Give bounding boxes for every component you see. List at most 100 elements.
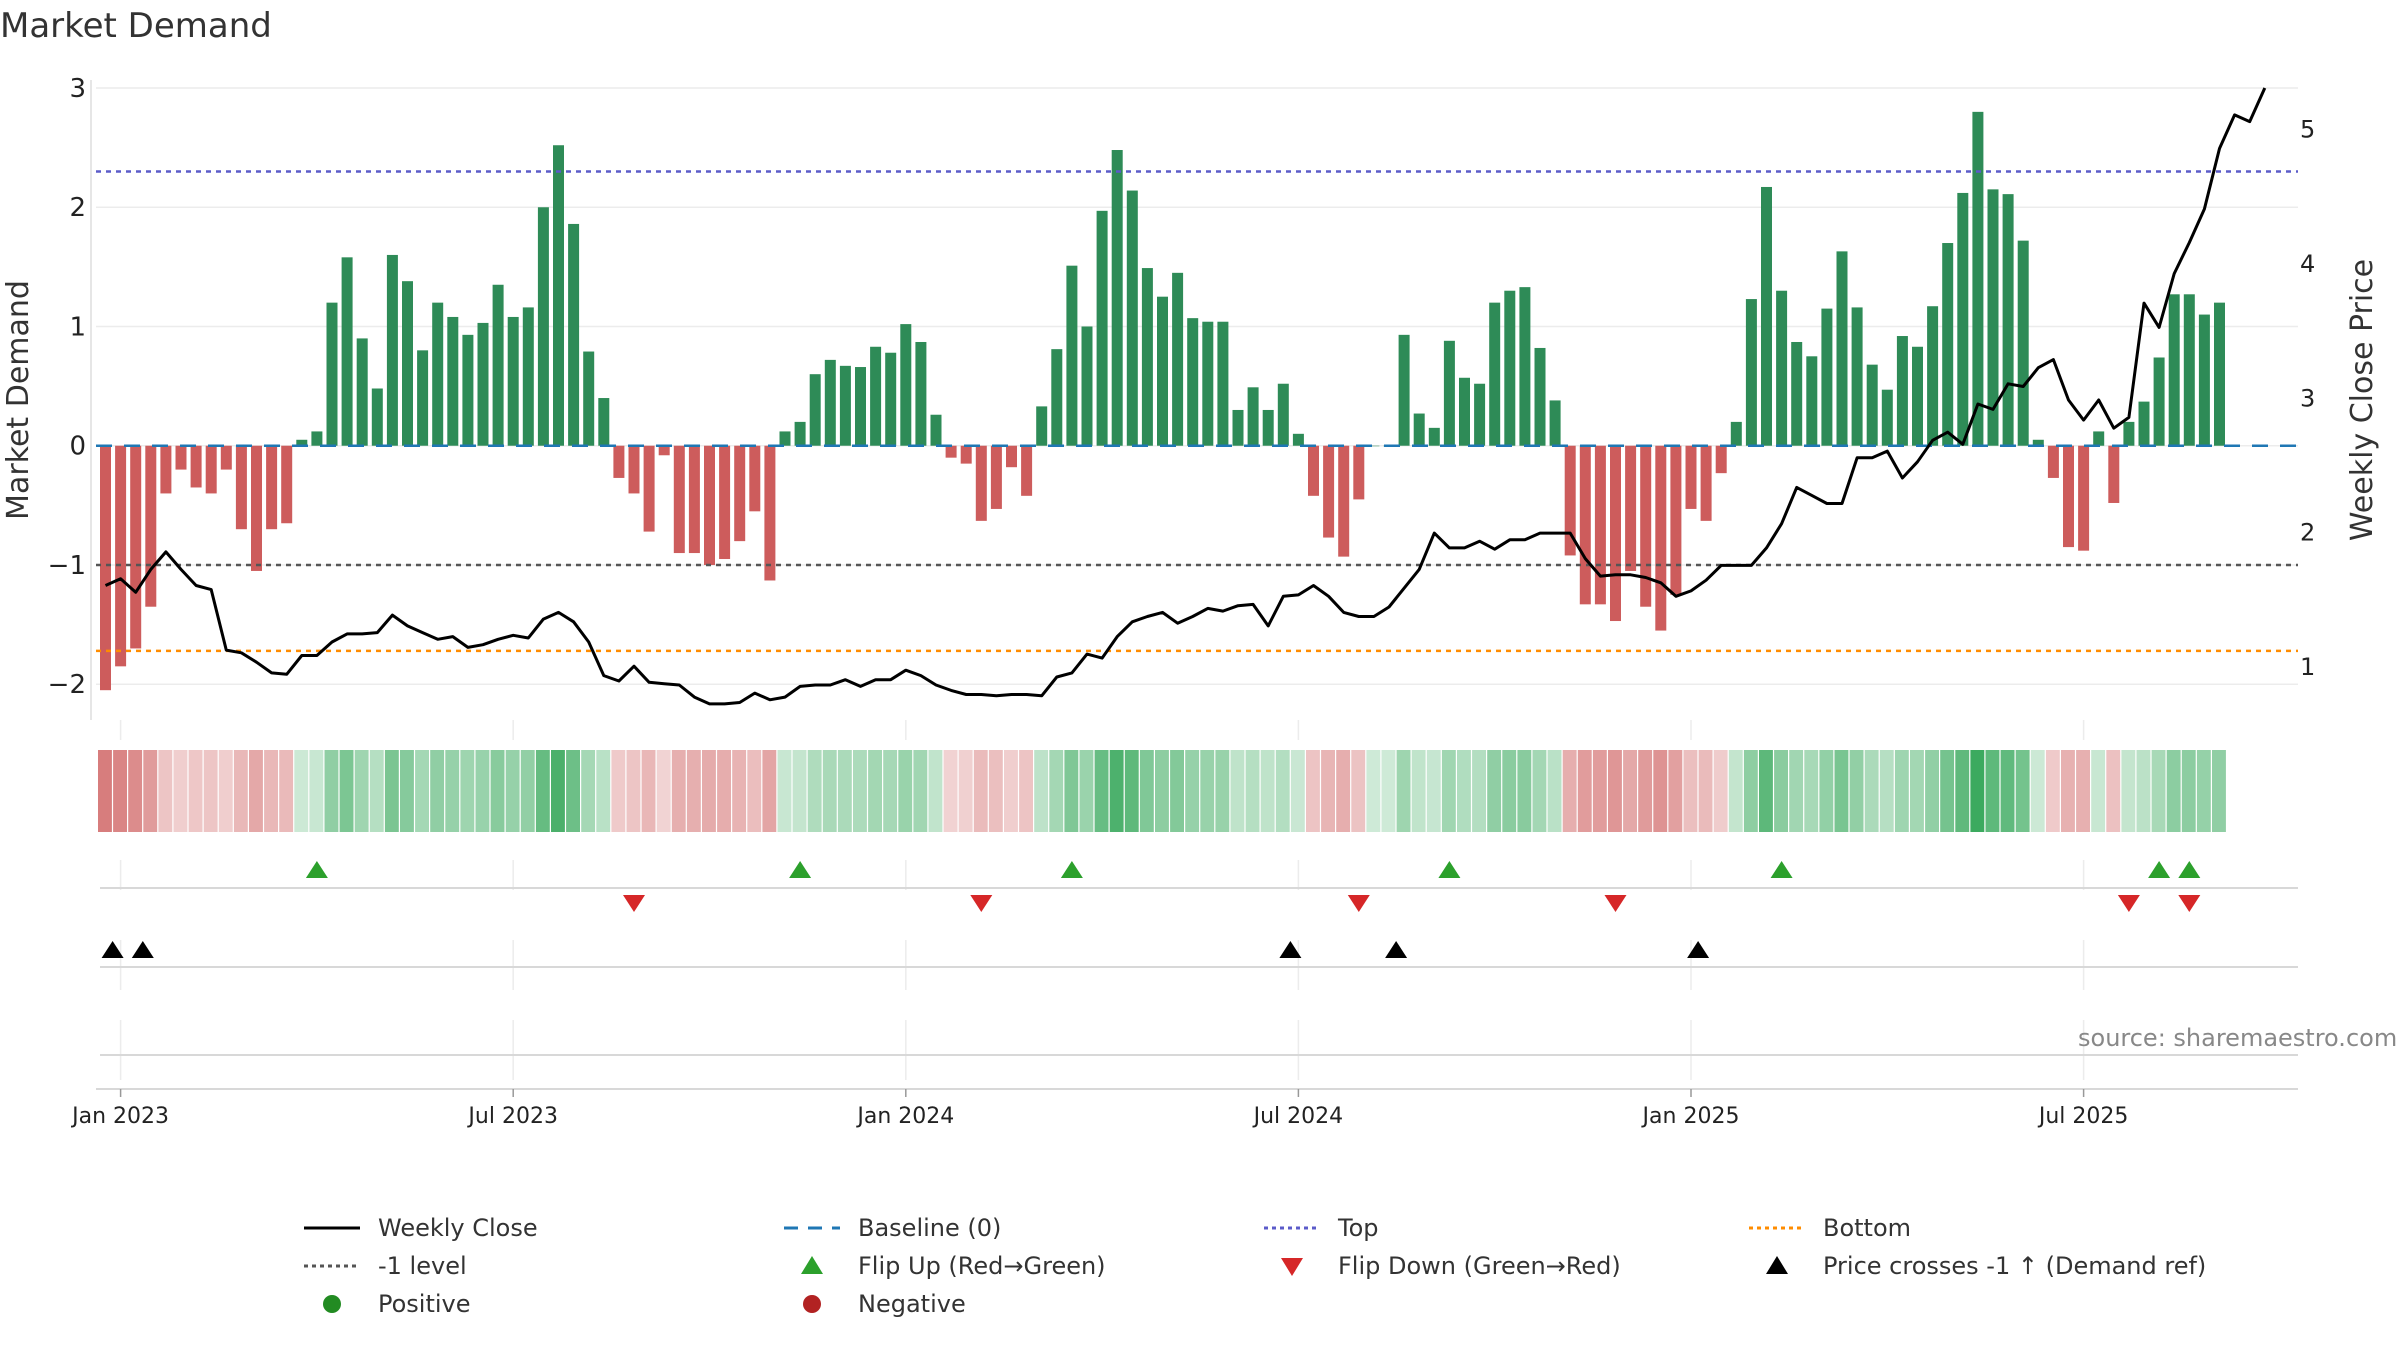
heatmap-cell (792, 750, 807, 832)
demand-bar (1111, 150, 1123, 446)
demand-bar (613, 445, 625, 478)
heatmap-cell (505, 750, 520, 832)
heatmap-cell (973, 750, 988, 832)
heatmap-cell (1049, 750, 1064, 832)
heatmap-cell (1260, 750, 1275, 832)
demand-bar (1836, 251, 1848, 446)
heatmap-cell (868, 750, 882, 832)
heatmap-cell (2076, 750, 2090, 832)
heatmap-cell (2136, 750, 2151, 832)
price-cross-marker (1687, 941, 1710, 958)
demand-bar (583, 351, 595, 446)
demand-bar (1881, 389, 1893, 446)
dot-icon (803, 1295, 821, 1313)
demand-bar (824, 359, 836, 446)
demand-bar (2168, 294, 2180, 446)
heatmap-cell (747, 750, 762, 832)
demand-bar (1625, 445, 1637, 571)
demand-bar (235, 445, 247, 530)
flip-up-marker (305, 861, 328, 878)
heatmap-cell (1759, 750, 1773, 832)
legend-positive: Positive (300, 1286, 471, 1322)
heatmap-cell (1517, 750, 1532, 832)
demand-bar (1368, 445, 1380, 447)
demand-bar (1761, 186, 1772, 446)
demand-bar (794, 421, 806, 446)
demand-bar (1927, 306, 1939, 446)
heatmap-cell (1910, 750, 1924, 832)
y2-tick-label: 3 (2300, 384, 2315, 412)
demand-bar (1353, 445, 1365, 500)
heatmap-cell (113, 750, 127, 832)
flip-down-marker (2117, 895, 2140, 912)
heatmap-cell (1230, 750, 1245, 832)
heatmap-cell (218, 750, 233, 832)
heatmap-cell (1743, 750, 1758, 832)
heatmap-cell (2212, 750, 2226, 832)
heatmap-cell (1351, 750, 1366, 832)
demand-bar (673, 445, 685, 554)
heatmap-cell (415, 750, 429, 832)
demand-bar (1474, 383, 1486, 446)
flip-up-marker (1438, 861, 1461, 878)
heatmap-cell (1472, 750, 1486, 832)
heatmap-cell (762, 750, 777, 832)
legend-label: Price crosses -1 ↑ (Demand ref) (1823, 1252, 2207, 1280)
heatmap-cell (1728, 750, 1743, 832)
demand-bar (688, 445, 700, 554)
price-cross-marker (131, 941, 154, 958)
heatmap-cell (1547, 750, 1562, 832)
demand-bar (1428, 427, 1440, 446)
demand-bar (1685, 445, 1697, 509)
legend-line-icon (304, 1226, 360, 1230)
heatmap-cell (309, 750, 324, 832)
heatmap-cell (1577, 750, 1592, 832)
y2-tick-label: 1 (2300, 653, 2315, 681)
demand-bar (1157, 296, 1168, 446)
heatmap-cell (369, 750, 384, 832)
heatmap-cell (1894, 750, 1909, 832)
demand-bar (1459, 377, 1470, 446)
heatmap-cell (1925, 750, 1939, 832)
flip-down-marker (970, 895, 993, 912)
heatmap-cell (1139, 750, 1154, 832)
demand-bar (507, 316, 519, 446)
demand-bar (643, 445, 655, 532)
y2-tick-label: 4 (2300, 250, 2315, 278)
demand-bar (2063, 445, 2074, 548)
legend-label: Weekly Close (378, 1214, 538, 1242)
price-cross-marker (1385, 941, 1408, 958)
heatmap-cell (656, 750, 671, 832)
demand-bar (2032, 439, 2044, 446)
demand-bar (311, 431, 323, 446)
y-tick-label: 1 (69, 312, 86, 342)
heatmap-cell (1155, 750, 1169, 832)
heatmap-cell (2000, 750, 2015, 832)
heatmap-cell (249, 750, 263, 832)
heatmap-cell (1109, 750, 1124, 832)
demand-bar (779, 431, 791, 446)
demand-bar (764, 445, 776, 581)
heatmap-cell (279, 750, 294, 832)
heatmap-cell (1955, 750, 1970, 832)
demand-bar (1745, 299, 1757, 446)
demand-bar (930, 414, 942, 446)
heatmap-cell (883, 750, 898, 832)
demand-bar (281, 445, 293, 524)
flip-down-marker (2178, 895, 2201, 912)
heatmap-cell (1713, 750, 1728, 832)
demand-bar (809, 374, 821, 446)
flip-up-marker (1770, 861, 1793, 878)
heatmap-cell (400, 750, 414, 832)
demand-bar (1776, 290, 1788, 446)
heatmap-cell (1245, 750, 1260, 832)
demand-bar (266, 445, 278, 530)
dot-icon (323, 1295, 341, 1313)
heatmap-cell (1487, 750, 1502, 832)
demand-bar (1036, 406, 1048, 446)
demand-bar (2123, 421, 2135, 446)
heatmap-cell (490, 750, 505, 832)
demand-bar (522, 307, 534, 446)
y-tick-label: 3 (69, 74, 86, 104)
demand-bar (2198, 314, 2210, 446)
